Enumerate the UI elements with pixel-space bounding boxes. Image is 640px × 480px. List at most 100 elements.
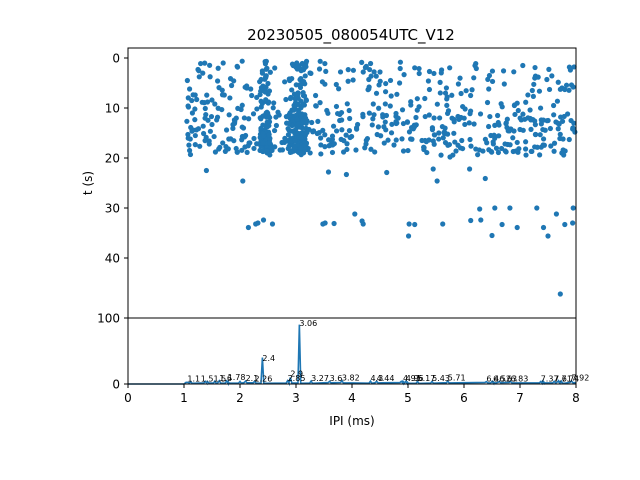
peak-label: 4.91 xyxy=(403,374,421,383)
scatter-point xyxy=(326,143,332,149)
scatter-point xyxy=(262,89,268,95)
scatter-point xyxy=(384,169,390,176)
histogram-line xyxy=(128,324,577,387)
scatter-point xyxy=(393,137,399,143)
scatter-point xyxy=(192,142,198,148)
scatter-point xyxy=(512,111,518,118)
scatter-point xyxy=(495,112,501,119)
scatter-point xyxy=(444,102,450,109)
scatter-point xyxy=(289,87,295,93)
scatter-point xyxy=(315,118,321,124)
scatter-point xyxy=(300,90,306,96)
scatter-point xyxy=(561,113,567,120)
scatter-point xyxy=(339,117,345,123)
scatter-point xyxy=(290,117,296,123)
scatter-point xyxy=(510,135,516,141)
scatter-point xyxy=(366,66,373,73)
scatter-point xyxy=(475,152,481,158)
scatter-point xyxy=(298,145,304,151)
scatter-point xyxy=(504,116,510,122)
scatter-point xyxy=(545,117,551,124)
peak-label: 2.4 xyxy=(262,354,275,363)
scatter-point xyxy=(266,119,273,125)
scatter-point xyxy=(468,143,474,149)
scatter-point xyxy=(389,121,395,127)
scatter-point xyxy=(406,129,413,135)
scatter-point xyxy=(267,69,273,75)
scatter-point xyxy=(370,116,376,122)
scatter-point xyxy=(489,78,496,85)
scatter-point xyxy=(387,103,393,109)
scatter-point xyxy=(187,151,194,158)
scatter-y-tick-label: 10 xyxy=(105,102,120,116)
scatter-point xyxy=(267,152,273,158)
scatter-point xyxy=(263,114,270,120)
scatter-point xyxy=(566,87,572,93)
scatter-point xyxy=(409,136,415,142)
scatter-point xyxy=(555,120,561,126)
scatter-point xyxy=(385,137,391,143)
scatter-point xyxy=(520,62,526,69)
scatter-point xyxy=(489,149,495,155)
scatter-point xyxy=(212,101,218,107)
peak-label: 2.26 xyxy=(255,374,273,383)
histogram-y-tick-label: 100 xyxy=(97,312,120,326)
scatter-point xyxy=(318,142,324,148)
scatter-point xyxy=(362,145,368,151)
scatter-point xyxy=(285,132,292,138)
scatter-point xyxy=(239,102,245,108)
scatter-point xyxy=(302,73,308,79)
scatter-point xyxy=(541,142,547,148)
scatter-point xyxy=(434,178,440,184)
scatter-point xyxy=(399,136,405,142)
scatter-point xyxy=(186,142,192,148)
scatter-point xyxy=(345,67,351,73)
scatter-point xyxy=(511,128,517,134)
scatter-point xyxy=(196,74,202,80)
scatter-point xyxy=(214,117,220,123)
scatter-point xyxy=(495,149,501,156)
scatter-point xyxy=(368,146,374,152)
scatter-point xyxy=(462,121,468,128)
scatter-point xyxy=(430,166,436,172)
peak-label: 6.63 xyxy=(499,374,517,383)
scatter-point xyxy=(373,73,379,79)
scatter-point xyxy=(203,167,209,174)
scatter-point xyxy=(513,148,519,154)
scatter-point xyxy=(405,233,412,239)
scatter-point xyxy=(303,140,310,146)
scatter-point xyxy=(233,115,239,121)
scatter-point xyxy=(444,110,451,117)
scatter-point xyxy=(309,119,315,126)
scatter-point xyxy=(260,148,266,155)
scatter-point xyxy=(317,58,323,64)
scatter-point xyxy=(436,130,442,136)
scatter-point xyxy=(486,123,492,130)
histogram-x-tick-label: 7 xyxy=(516,391,524,405)
scatter-point xyxy=(248,86,254,92)
scatter-point xyxy=(382,89,389,95)
scatter-point xyxy=(503,149,509,155)
scatter-point xyxy=(258,116,264,122)
scatter-point xyxy=(227,76,234,82)
scatter-point xyxy=(360,111,366,117)
scatter-point xyxy=(337,69,344,75)
scatter-point xyxy=(471,75,477,81)
scatter-point xyxy=(343,132,349,138)
scatter-point xyxy=(570,205,576,211)
peak-label: 3.06 xyxy=(299,319,317,328)
scatter-point xyxy=(570,84,576,90)
scatter-point xyxy=(298,98,304,104)
scatter-point xyxy=(292,137,298,144)
scatter-point xyxy=(562,221,568,228)
scatter-point xyxy=(292,145,298,151)
scatter-point xyxy=(429,127,436,133)
scatter-y-axis-label: t (s) xyxy=(81,171,95,195)
scatter-point xyxy=(514,139,520,146)
scatter-point xyxy=(295,62,301,68)
scatter-point xyxy=(468,217,474,224)
scatter-point xyxy=(251,145,257,152)
scatter-point xyxy=(204,92,210,98)
scatter-point xyxy=(283,96,289,103)
scatter-point xyxy=(302,63,308,69)
